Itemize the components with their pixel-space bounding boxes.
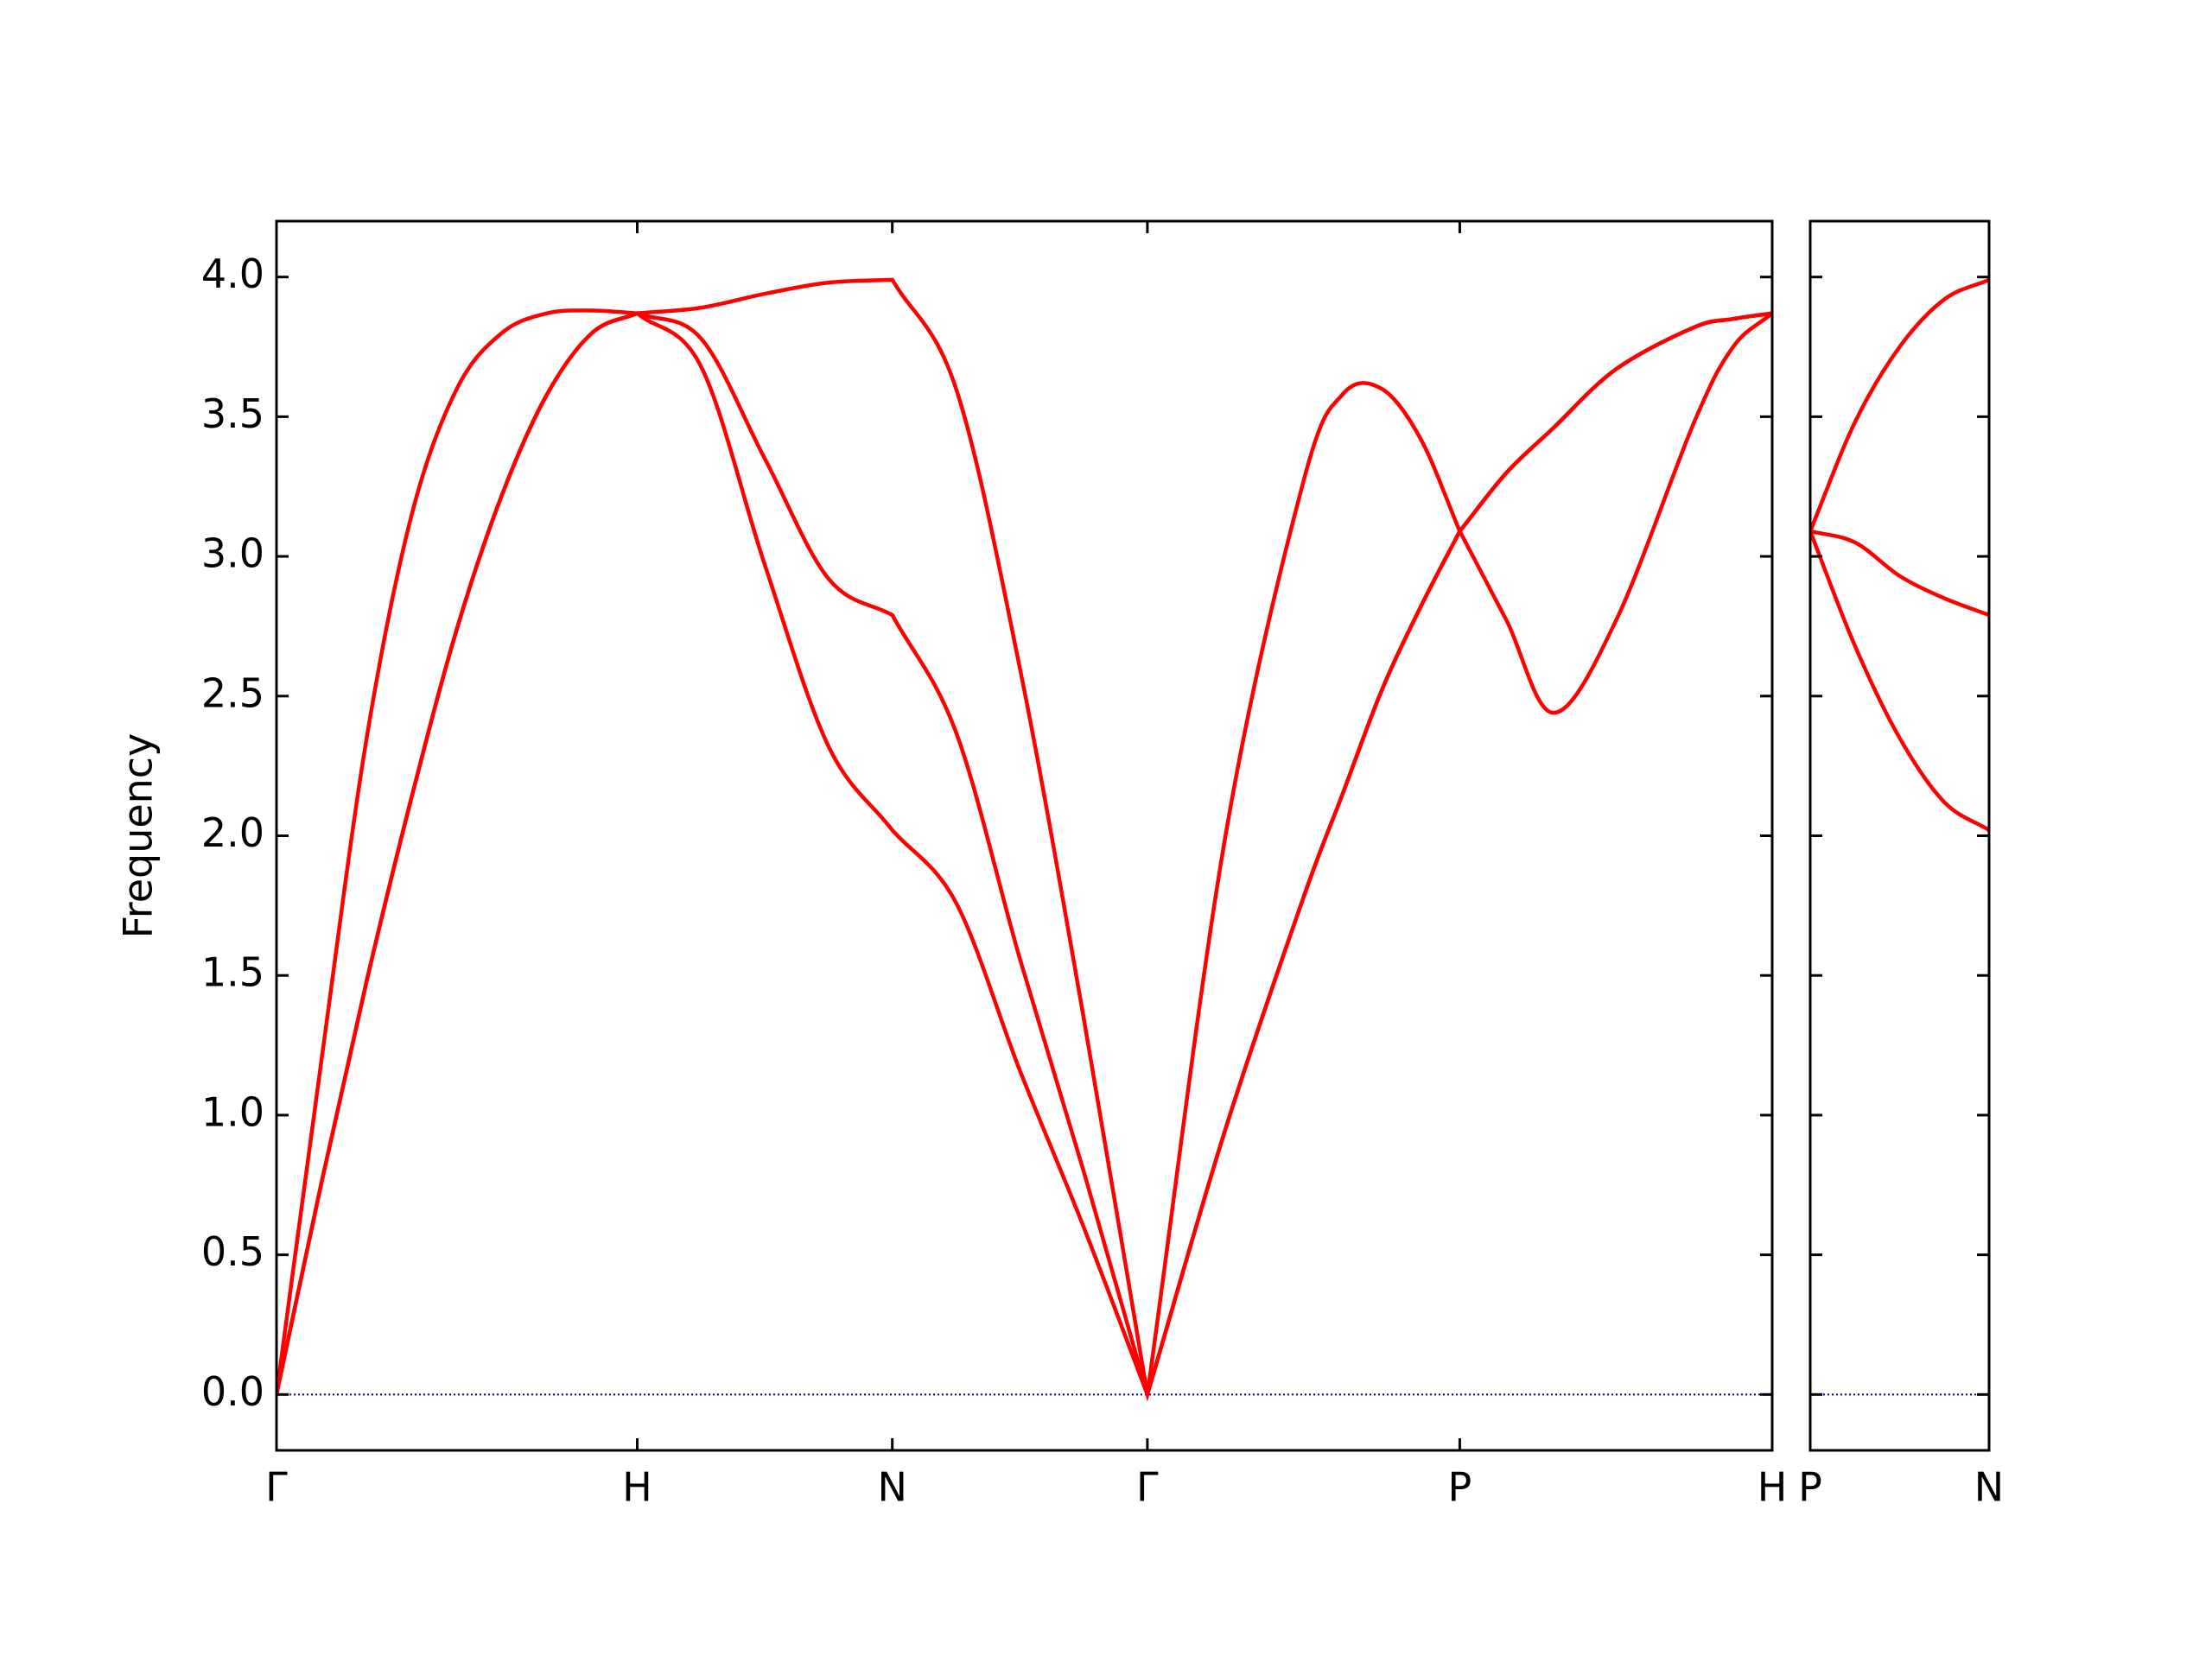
y-tick-label: 4.0 [201,251,264,297]
x-tick-label: H [1758,1464,1788,1511]
y-tick-label: 2.5 [201,669,264,716]
band-line [276,277,1772,1395]
y-tick-label: 2.0 [201,809,264,856]
band-line [276,311,1772,1401]
x-tick-label: N [1974,1464,2004,1511]
y-tick-label: 3.0 [201,530,264,577]
x-tick-label: P [1448,1464,1472,1511]
y-tick-label: 0.5 [201,1228,264,1275]
band-line [276,311,1772,1402]
band-line [1810,277,1989,532]
band-line [1810,529,1989,618]
y-tick-label: 1.0 [201,1088,264,1135]
x-tick-label: N [877,1464,906,1511]
band-line [1810,530,1989,832]
x-tick-label: Γ [1136,1464,1159,1511]
plot-frame [1808,219,1991,1452]
y-tick-label: 0.0 [201,1368,264,1415]
x-tick-label: H [622,1464,652,1511]
y-tick-label: 3.5 [201,390,264,437]
y-axis-label: Frequency [115,733,162,939]
y-tick-label: 1.5 [201,949,264,996]
x-tick-label: P [1798,1464,1822,1511]
plot-frame [275,219,1774,1452]
x-tick-label: Γ [265,1464,288,1511]
